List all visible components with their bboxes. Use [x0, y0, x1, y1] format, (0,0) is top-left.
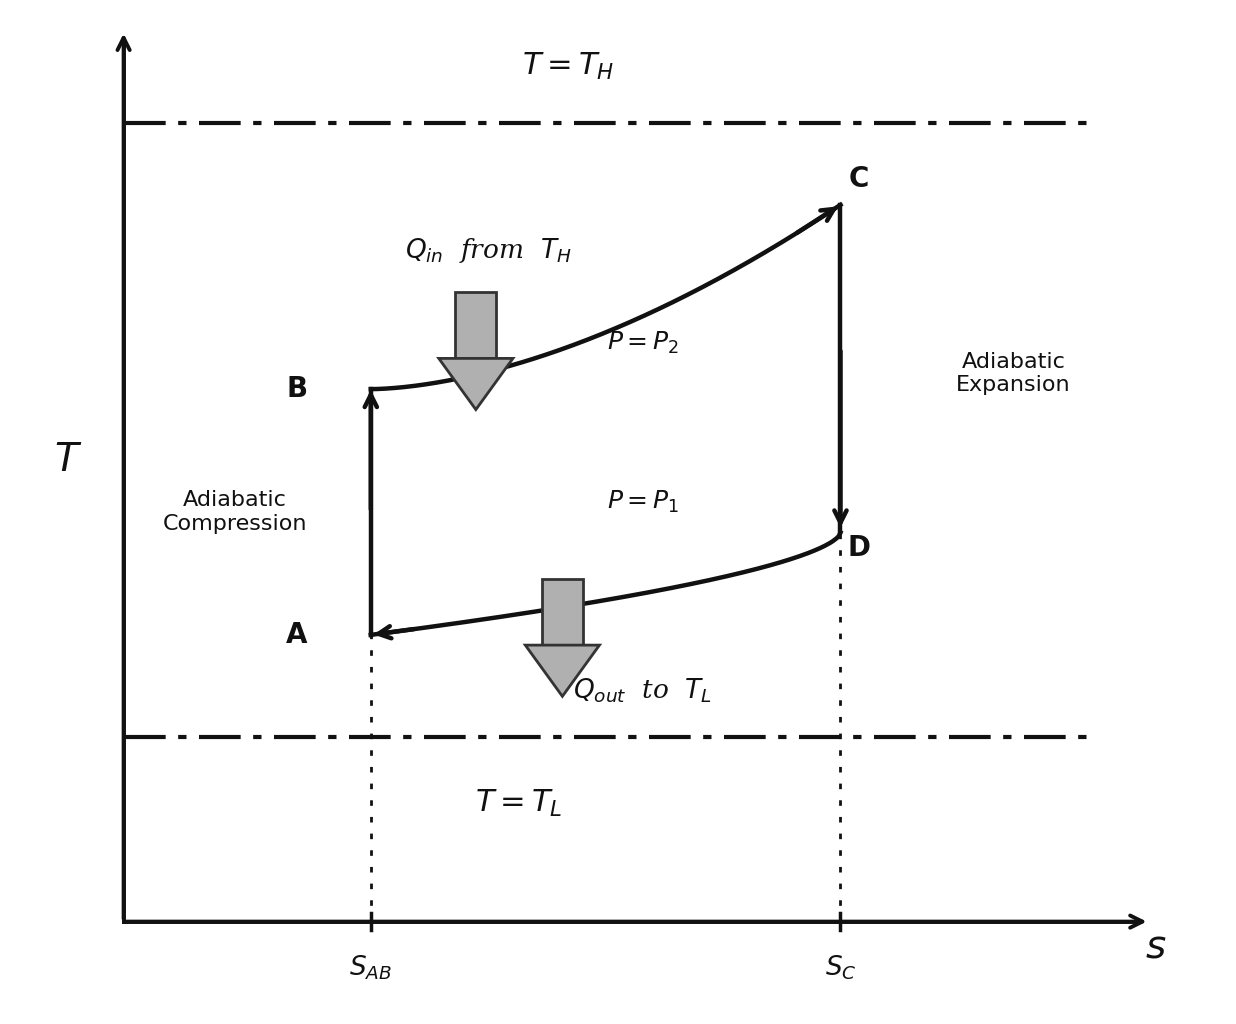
Text: $s$: $s$	[1145, 929, 1167, 966]
Polygon shape	[439, 358, 513, 410]
Text: $T$: $T$	[54, 442, 82, 479]
Text: A: A	[286, 621, 308, 649]
Polygon shape	[456, 292, 497, 358]
Text: $T=T_H$: $T=T_H$	[523, 51, 614, 82]
Text: $Q_{in}$  from  $T_H$: $Q_{in}$ from $T_H$	[405, 237, 571, 265]
Text: $T=T_L$: $T=T_L$	[476, 788, 562, 819]
Text: $P=P_1$: $P=P_1$	[607, 488, 679, 515]
Text: B: B	[286, 375, 308, 403]
Text: $S_{AB}$: $S_{AB}$	[350, 953, 392, 982]
Text: Adiabatic
Compression: Adiabatic Compression	[163, 490, 307, 534]
Text: Adiabatic
Expansion: Adiabatic Expansion	[957, 352, 1070, 395]
Text: D: D	[848, 534, 870, 562]
Polygon shape	[525, 645, 599, 696]
Text: C: C	[849, 165, 869, 194]
Text: $S_C$: $S_C$	[824, 953, 857, 982]
Text: $P=P_2$: $P=P_2$	[607, 330, 679, 356]
Polygon shape	[541, 579, 583, 645]
Text: $Q_{out}$  to  $T_L$: $Q_{out}$ to $T_L$	[574, 677, 712, 706]
